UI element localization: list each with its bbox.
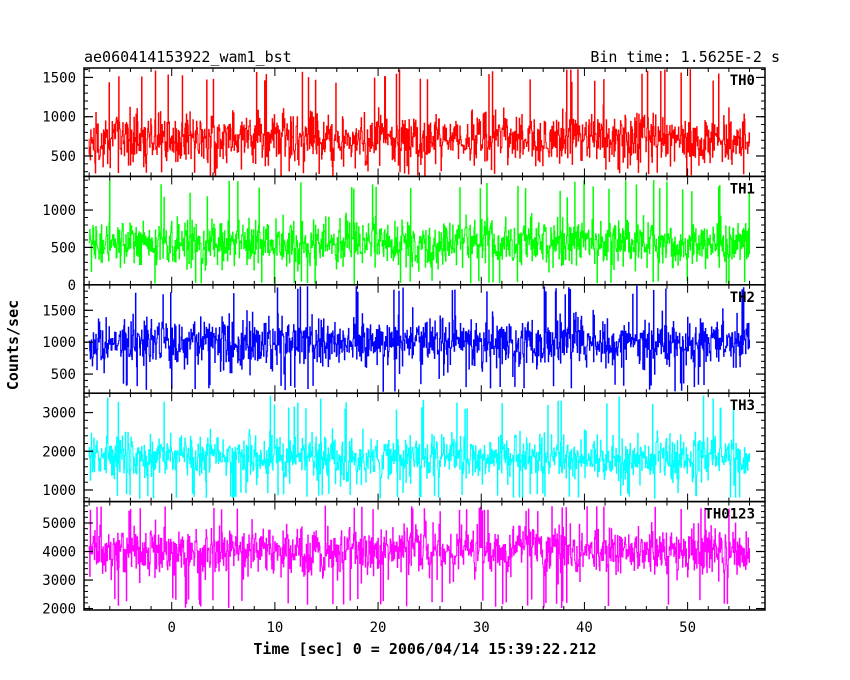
x-axis-label: Time [sec] 0 = 2006/04/14 15:39:22.212 [253, 640, 596, 658]
y-tick-label: 1000 [42, 483, 76, 499]
y-tick-label: 500 [51, 367, 76, 383]
panel-frame [83, 500, 766, 611]
y-tick-label: 2000 [42, 444, 76, 460]
panel-th2: 500 1000 1500 TH2 [42, 284, 766, 394]
series-line-th1 [88, 179, 751, 284]
series-line-th3 [88, 395, 751, 499]
panel-th0: 500 1000 1500 TH0 [42, 67, 766, 178]
y-tick-label: 1500 [42, 303, 76, 319]
series-line-th0 [88, 69, 751, 176]
x-tick-label: 50 [679, 620, 696, 636]
panel-name-th1: TH1 [730, 181, 755, 197]
panel-name-th2: TH2 [730, 290, 755, 306]
panel-name-th0123: TH0123 [704, 507, 755, 523]
y-tick-label: 5000 [42, 516, 76, 532]
y-tick-label: 0 [68, 278, 76, 294]
x-tick-label: 0 [167, 620, 175, 636]
panel-name-th3: TH3 [730, 398, 755, 414]
y-tick-label: 500 [51, 149, 76, 165]
x-tick-label: 10 [266, 620, 283, 636]
panel-th0123: 2000 3000 4000 5000 TH0123 [42, 500, 766, 618]
panel-th3: 1000 2000 3000 TH3 [42, 392, 766, 503]
y-tick-label: 3000 [42, 573, 76, 589]
bin-time-label: Bin time: 1.5625E-2 s [590, 48, 780, 66]
x-axis: 0 10 20 30 40 50 [167, 620, 696, 636]
chart-title: ae060414153922_wam1_bst [84, 48, 292, 66]
panel-name-th0: TH0 [730, 73, 755, 89]
panels-group: 500 1000 1500 TH0 0 500 1000 TH1 500 1000 1500 TH2 1… [42, 67, 766, 618]
x-tick-label: 40 [576, 620, 593, 636]
y-tick-label: 1000 [42, 203, 76, 219]
y-tick-label: 4000 [42, 545, 76, 561]
y-tick-label: 1500 [42, 70, 76, 86]
y-tick-label: 1000 [42, 335, 76, 351]
series-line-th2 [88, 285, 751, 392]
panel-th1: 0 500 1000 TH1 [42, 175, 766, 294]
x-tick-label: 20 [370, 620, 387, 636]
y-tick-label: 500 [51, 240, 76, 256]
x-tick-label: 30 [473, 620, 490, 636]
y-tick-label: 1000 [42, 110, 76, 126]
series-line-th0123 [88, 505, 751, 608]
y-axis-label: Counts/sec [4, 300, 22, 390]
y-tick-label: 2000 [42, 602, 76, 618]
y-tick-label: 3000 [42, 406, 76, 422]
